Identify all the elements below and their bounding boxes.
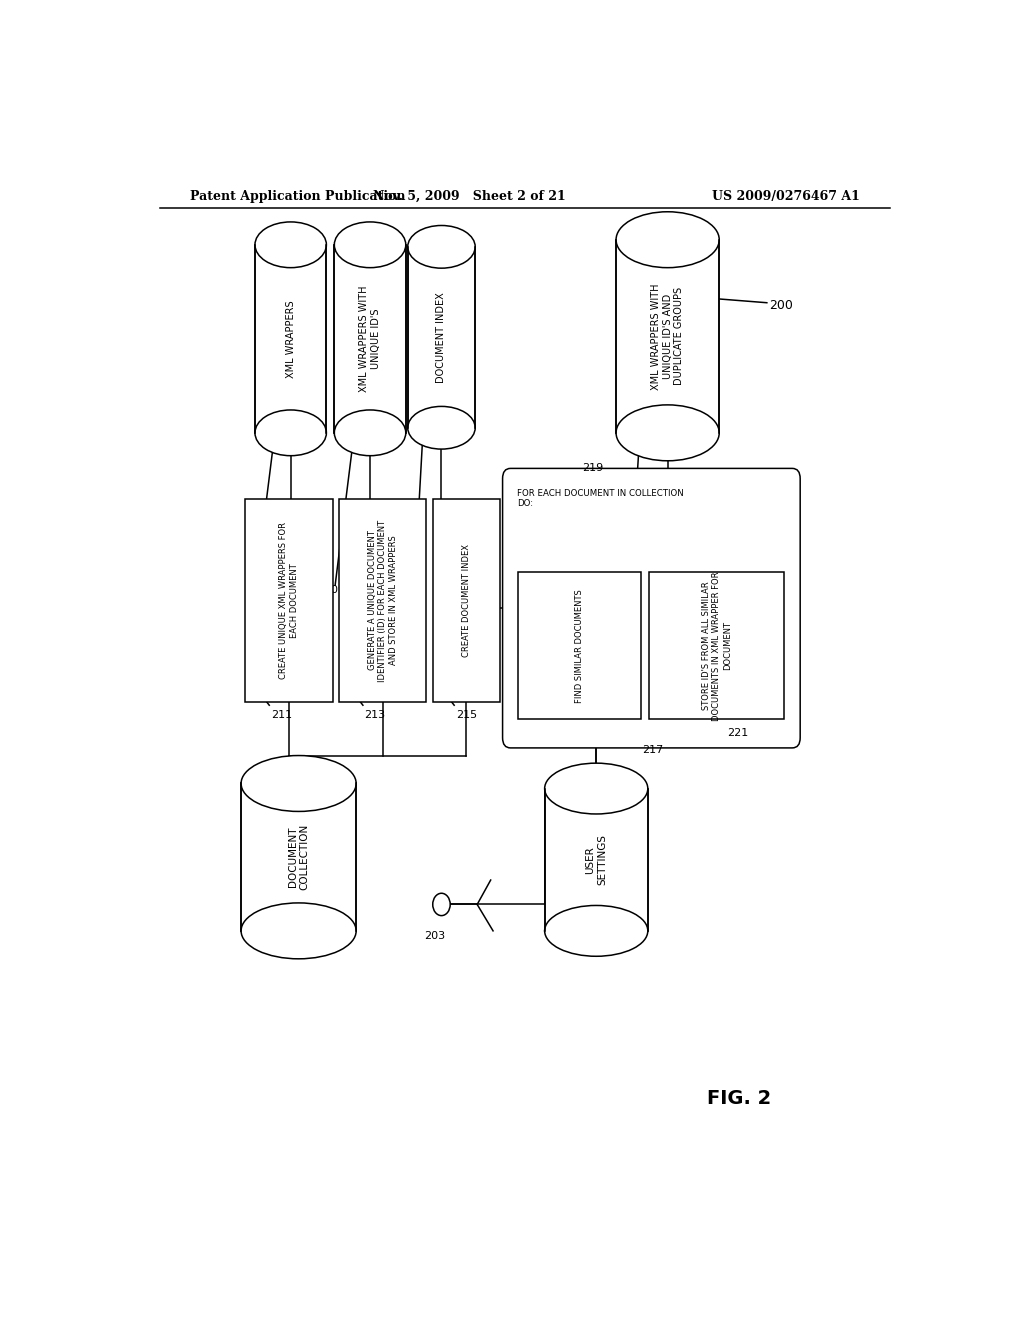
Ellipse shape	[616, 211, 719, 268]
Bar	[433, 499, 500, 702]
Text: 107: 107	[404, 585, 425, 595]
Ellipse shape	[616, 405, 719, 461]
Ellipse shape	[334, 222, 406, 268]
Polygon shape	[408, 247, 475, 428]
Bar	[518, 572, 641, 719]
Text: DOCUMENT INDEX: DOCUMENT INDEX	[436, 292, 446, 383]
Text: XML WRAPPERS: XML WRAPPERS	[286, 300, 296, 378]
Bar	[339, 499, 426, 702]
Text: 201: 201	[555, 940, 577, 950]
Text: US 2009/0276467 A1: US 2009/0276467 A1	[712, 190, 860, 202]
Text: Patent Application Publication: Patent Application Publication	[189, 190, 406, 202]
Text: FOR EACH DOCUMENT IN COLLECTION
DO:: FOR EACH DOCUMENT IN COLLECTION DO:	[517, 488, 684, 508]
Text: 215: 215	[456, 710, 477, 721]
Ellipse shape	[545, 763, 648, 814]
Ellipse shape	[255, 411, 327, 455]
Text: STORE ID'S FROM ALL SIMILAR
DOCUMENTS IN XML WRAPPER FOR
DOCUMENT: STORE ID'S FROM ALL SIMILAR DOCUMENTS IN…	[701, 572, 732, 721]
Text: GENERATE A UNIQUE DOCUMENT
IDENTIFIER (ID) FOR EACH DOCUMENT
AND STORE IN XML WR: GENERATE A UNIQUE DOCUMENT IDENTIFIER (I…	[368, 520, 397, 681]
Text: USER
SETTINGS: USER SETTINGS	[586, 834, 607, 886]
Ellipse shape	[408, 226, 475, 268]
Ellipse shape	[408, 407, 475, 449]
Text: 219: 219	[582, 463, 603, 474]
Text: FIG. 2: FIG. 2	[708, 1089, 771, 1107]
Polygon shape	[545, 788, 648, 931]
FancyBboxPatch shape	[503, 469, 800, 748]
Text: 213: 213	[365, 710, 386, 721]
Polygon shape	[334, 244, 406, 433]
Text: 200: 200	[769, 300, 794, 313]
Ellipse shape	[334, 411, 406, 455]
Ellipse shape	[241, 903, 356, 958]
Polygon shape	[241, 784, 356, 931]
Polygon shape	[255, 244, 327, 433]
Ellipse shape	[545, 906, 648, 956]
Ellipse shape	[433, 894, 451, 916]
Polygon shape	[616, 240, 719, 433]
Text: 203: 203	[425, 931, 445, 941]
Text: 111: 111	[257, 940, 279, 950]
Text: 109: 109	[620, 585, 641, 595]
Text: CREATE UNIQUE XML WRAPPERS FOR
EACH DOCUMENT: CREATE UNIQUE XML WRAPPERS FOR EACH DOCU…	[280, 521, 299, 678]
Text: FIND SIMILAR DOCUMENTS: FIND SIMILAR DOCUMENTS	[575, 589, 585, 702]
Ellipse shape	[241, 755, 356, 812]
Text: 217: 217	[642, 744, 664, 755]
Text: 109: 109	[246, 585, 266, 595]
Text: 221: 221	[727, 727, 749, 738]
Text: 211: 211	[270, 710, 292, 721]
Text: DOCUMENT
COLLECTION: DOCUMENT COLLECTION	[288, 824, 309, 890]
Text: XML WRAPPERS WITH
UNIQUE ID'S AND
DUPLICATE GROUPS: XML WRAPPERS WITH UNIQUE ID'S AND DUPLIC…	[651, 282, 684, 389]
Bar	[649, 572, 784, 719]
Text: XML WRAPPERS WITH
UNIQUE ID'S: XML WRAPPERS WITH UNIQUE ID'S	[359, 285, 381, 392]
Text: Nov. 5, 2009   Sheet 2 of 21: Nov. 5, 2009 Sheet 2 of 21	[373, 190, 565, 202]
Text: CREATE DOCUMENT INDEX: CREATE DOCUMENT INDEX	[462, 544, 471, 657]
Bar	[246, 499, 333, 702]
Text: 109: 109	[325, 585, 346, 595]
Ellipse shape	[255, 222, 327, 268]
